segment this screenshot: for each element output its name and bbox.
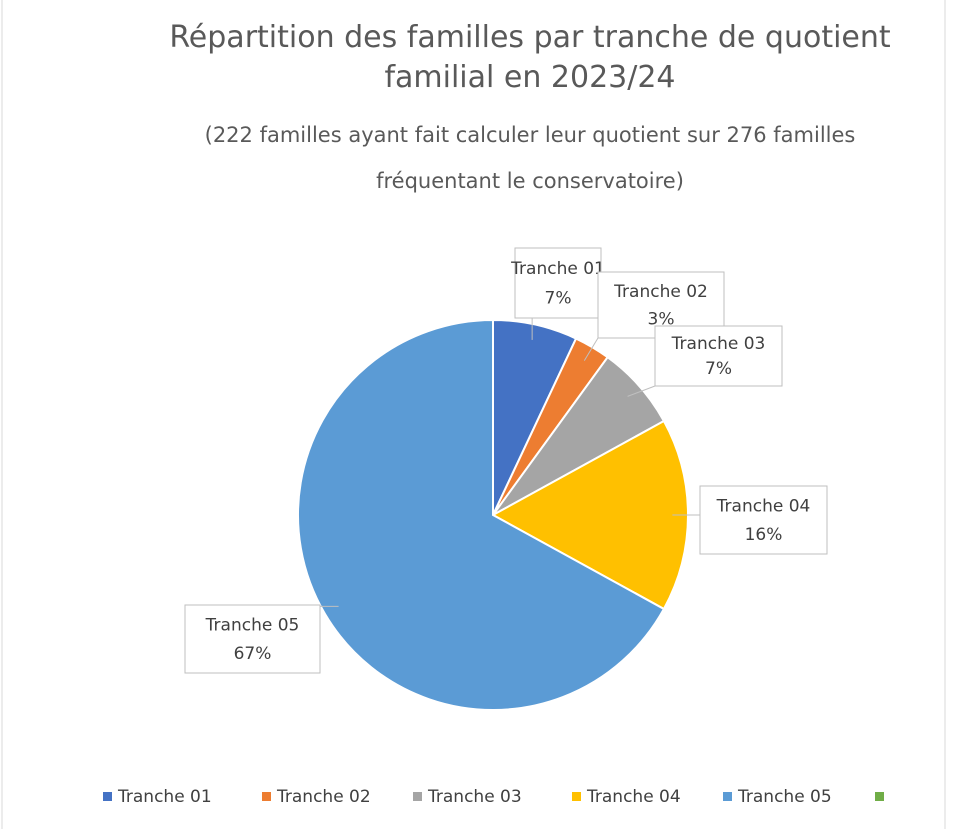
legend-swatch xyxy=(103,792,112,801)
legend-swatch xyxy=(875,792,884,801)
callout-leader xyxy=(627,385,656,397)
legend-label: Tranche 03 xyxy=(427,787,522,807)
legend-swatch xyxy=(723,792,732,801)
legend-label: Tranche 05 xyxy=(737,787,832,807)
legend-label: Tranche 02 xyxy=(276,787,371,807)
callout-box xyxy=(514,247,602,319)
legend-swatch xyxy=(572,792,581,801)
data-label-category: Tranche 05 xyxy=(205,615,300,635)
callout-leader xyxy=(583,337,599,361)
callout-box xyxy=(654,325,783,387)
legend-swatch xyxy=(413,792,422,801)
data-label: 7% xyxy=(705,359,732,379)
data-label: 16% xyxy=(745,525,783,545)
legend-swatch xyxy=(262,792,271,801)
data-label-category: Tranche 04 xyxy=(716,496,811,516)
chart-subtitle: (222 familles ayant fait calculer leur q… xyxy=(204,123,856,193)
data-label-category: Tranche 01 xyxy=(510,259,605,279)
data-label: 7% xyxy=(545,288,572,308)
legend-label: Tranche 01 xyxy=(117,787,212,807)
chart-title: Répartition des familles par tranche de … xyxy=(169,20,891,95)
pie-slice xyxy=(297,318,666,711)
callout-box xyxy=(184,604,321,674)
callout-box xyxy=(699,485,828,555)
data-label: 3% xyxy=(648,310,675,330)
data-label-category: Tranche 03 xyxy=(671,334,766,354)
data-label: 67% xyxy=(234,644,272,664)
legend-label: Tranche 04 xyxy=(586,787,681,807)
data-label-category: Tranche 02 xyxy=(613,282,708,302)
